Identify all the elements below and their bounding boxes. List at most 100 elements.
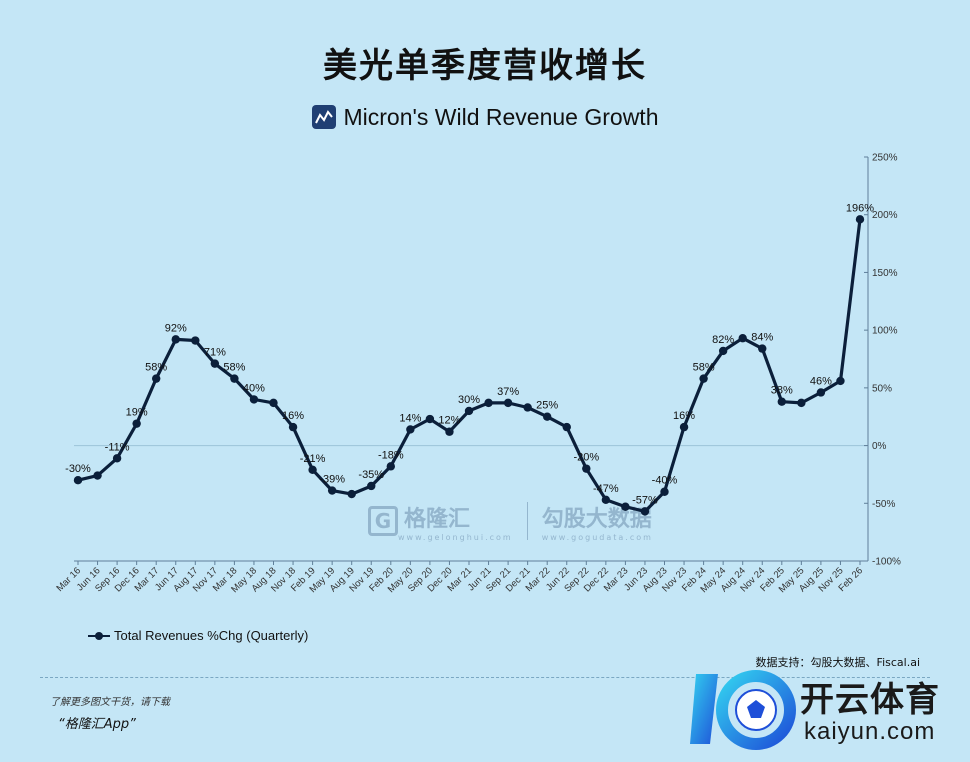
data-point	[171, 335, 180, 344]
data-label: -30%	[65, 463, 91, 475]
data-point	[679, 422, 689, 432]
data-label: 38%	[771, 385, 793, 397]
data-label: 82%	[712, 334, 734, 346]
series-line	[77, 219, 862, 513]
data-point	[718, 346, 728, 356]
data-point	[523, 403, 532, 412]
data-label: 84%	[751, 332, 773, 344]
data-point	[308, 465, 317, 475]
data-label: -20%	[573, 452, 599, 464]
data-point	[601, 495, 611, 505]
data-label: 16%	[282, 410, 304, 422]
data-point	[269, 398, 278, 408]
data-label: 40%	[243, 382, 265, 394]
data-point	[699, 374, 708, 383]
data-point	[152, 374, 161, 383]
kaiyun-en: kaiyun.com	[804, 718, 936, 745]
data-label: 58%	[223, 362, 245, 374]
data-point	[855, 215, 865, 224]
data-point	[406, 425, 415, 434]
y-tick-label: -100%	[872, 557, 901, 568]
data-label: -40%	[652, 475, 678, 487]
data-label: 71%	[204, 347, 226, 359]
data-label: 16%	[673, 410, 695, 422]
data-point	[562, 422, 571, 432]
chart-title: 美光单季度营收增长	[323, 46, 647, 86]
data-point	[230, 374, 239, 383]
data-label: 19%	[126, 407, 148, 419]
data-label: -21%	[300, 453, 326, 465]
data-point	[758, 344, 767, 353]
data-point	[797, 398, 806, 408]
data-label: 30%	[458, 394, 480, 406]
chart-subtitle-row: Micron's Wild Revenue Growth	[0, 104, 970, 131]
data-label: -39%	[319, 474, 345, 486]
data-point	[347, 489, 356, 499]
data-point	[327, 486, 337, 495]
watermark-separator	[526, 502, 528, 540]
data-label: 58%	[693, 362, 715, 374]
data-label: -57%	[632, 494, 658, 506]
data-point	[132, 419, 141, 428]
data-point	[738, 334, 747, 343]
data-point	[386, 462, 395, 471]
kaiyun-ball-icon	[690, 670, 796, 750]
watermark-partner-url: www.gogudata.com	[541, 532, 653, 542]
fiscal-logo-icon	[311, 105, 336, 129]
data-label: 37%	[497, 386, 519, 398]
data-point	[582, 464, 591, 473]
data-point	[621, 502, 630, 511]
legend-series-label: Total Revenues %Chg (Quarterly)	[114, 628, 309, 643]
promo-app: “格隆汇App”	[58, 717, 136, 732]
data-point	[288, 422, 298, 432]
data-point	[464, 406, 474, 416]
data-point	[93, 471, 102, 480]
data-point	[543, 412, 552, 421]
data-point	[445, 427, 454, 436]
data-label: 46%	[810, 375, 832, 387]
data-label: -18%	[378, 449, 404, 461]
gelonghui-logo-icon: G	[368, 506, 398, 536]
data-point	[73, 476, 83, 485]
chart-subtitle: Micron's Wild Revenue Growth	[343, 104, 659, 130]
y-tick-label: 100%	[872, 326, 898, 337]
data-point	[210, 359, 220, 368]
y-tick-label: 250%	[872, 153, 898, 164]
footer-divider	[40, 677, 930, 678]
data-label: -11%	[105, 441, 130, 453]
kaiyun-logo: 开云体育 kaiyun.com	[688, 664, 958, 756]
y-axis: 250% 200% 150% 100% 50% 0% -50% -100%	[74, 153, 901, 568]
data-label: -35%	[358, 469, 384, 481]
data-source: 数据支持：勾股大数据、Fiscal.ai	[755, 656, 920, 669]
y-tick-label: 0%	[872, 441, 887, 452]
watermark-partner: 勾股大数据	[541, 506, 652, 532]
data-label: 92%	[165, 322, 187, 334]
data-label: 58%	[145, 362, 167, 374]
data-label: 12%	[438, 415, 460, 427]
data-point	[112, 454, 122, 463]
legend-marker-icon	[88, 631, 110, 641]
y-tick-label: 200%	[872, 210, 898, 221]
data-point	[367, 481, 376, 491]
data-point	[249, 395, 259, 404]
chart-legend: Total Revenues %Chg (Quarterly)	[88, 628, 308, 643]
gelonghui-watermark: G 格隆汇 www.gelonghui.com 勾股大数据 www.goguda…	[368, 500, 653, 542]
data-point	[425, 414, 435, 424]
promo-text: 了解更多图文干货，请下载	[50, 697, 170, 708]
data-label: 25%	[536, 400, 558, 412]
data-point	[660, 487, 669, 496]
data-point	[484, 398, 493, 408]
data-point	[816, 388, 826, 397]
y-tick-label: 50%	[872, 383, 892, 394]
data-point	[836, 376, 845, 386]
data-point	[191, 336, 200, 345]
plot-area: -30% -11% 19% 58% 92% 71% 58% 40% 16% -21% -39% -35…	[65, 202, 874, 516]
watermark-brand: 格隆汇	[404, 506, 471, 532]
data-point	[640, 507, 650, 516]
watermark-brand-url: www.gelonghui.com	[398, 532, 513, 542]
y-tick-label: -50%	[872, 499, 895, 510]
data-label: -47%	[593, 483, 619, 495]
data-point	[777, 397, 786, 406]
